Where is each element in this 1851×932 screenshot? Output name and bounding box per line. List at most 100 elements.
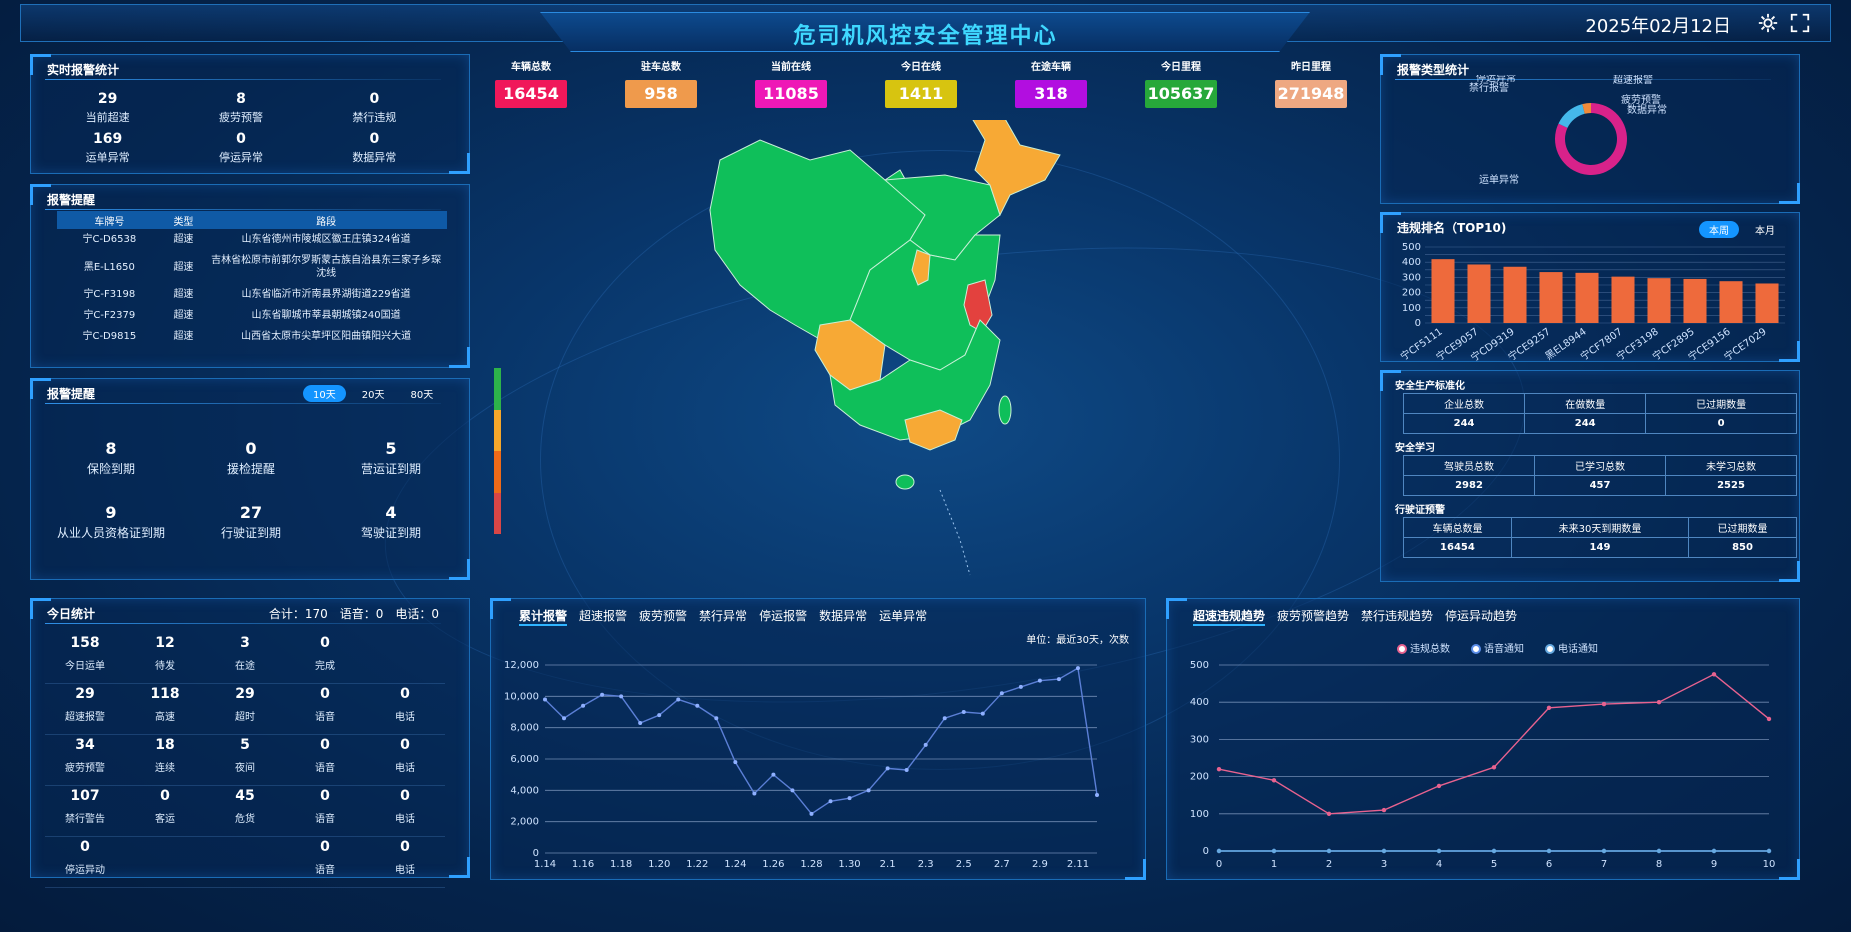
rank-bar[interactable] — [1467, 264, 1491, 323]
kpi-value[interactable]: 958 — [625, 80, 697, 108]
kpi-value[interactable]: 16454 — [495, 80, 567, 108]
trend-point[interactable] — [1326, 811, 1332, 816]
trend-point[interactable] — [1491, 848, 1497, 854]
cum-point[interactable] — [619, 694, 624, 699]
cum-point[interactable] — [543, 697, 547, 702]
rank-bar[interactable] — [1755, 283, 1779, 323]
chart-tab[interactable]: 停运异动趋势 — [1445, 609, 1518, 623]
chart-tab[interactable]: 停运报警 — [759, 609, 808, 623]
chart-tab[interactable]: 数据异常 — [819, 609, 868, 623]
map-region-hainan[interactable] — [895, 474, 915, 490]
cum-point[interactable] — [771, 772, 776, 777]
cum-point[interactable] — [923, 742, 928, 747]
cum-point[interactable] — [638, 720, 643, 725]
cum-point[interactable] — [790, 788, 795, 793]
chart-tab[interactable]: 禁行违规趋势 — [1361, 609, 1434, 623]
rank-bar[interactable] — [1539, 272, 1563, 323]
legend-marker[interactable] — [1471, 644, 1481, 654]
rank-bar[interactable] — [1719, 281, 1743, 323]
trend-point[interactable] — [1436, 848, 1442, 854]
donut-slice[interactable] — [1558, 104, 1585, 128]
trend-point[interactable] — [1656, 700, 1662, 705]
table-row[interactable]: 宁C-F2379 超速 山东省聊城市莘县朝城镇240国道 — [57, 305, 447, 326]
map-region-south[interactable] — [829, 319, 1001, 441]
table-row[interactable]: 宁C-D6538 超速 山东省德州市陵城区徽王庄镇324省道 — [57, 229, 447, 250]
cum-point[interactable] — [904, 767, 909, 772]
table-row[interactable]: 黑E-L1650 超速 吉林省松原市前郭尔罗斯蒙古族自治县东三家子乡琛沈线 — [57, 250, 447, 284]
donut-slice[interactable] — [1582, 103, 1591, 114]
table-row[interactable]: 宁C-F3198 超速 山东省临沂市沂南县界湖街道229省道 — [57, 284, 447, 305]
chart-tab[interactable]: 超速报警 — [579, 609, 628, 623]
trend-point[interactable] — [1271, 778, 1277, 783]
cum-point[interactable] — [961, 710, 966, 714]
trend-point[interactable] — [1601, 848, 1607, 854]
tab-20d[interactable]: 20天 — [361, 390, 385, 401]
cum-point[interactable] — [980, 711, 985, 716]
legend-marker[interactable] — [1545, 644, 1555, 654]
tab-80d[interactable]: 80天 — [410, 390, 434, 401]
cum-point[interactable] — [733, 760, 738, 765]
trend-point[interactable] — [1711, 848, 1717, 854]
trend-point[interactable] — [1381, 807, 1387, 813]
chart-tab[interactable]: 运单异常 — [879, 609, 928, 623]
cum-point[interactable] — [581, 703, 586, 708]
rank-bar[interactable] — [1503, 266, 1527, 323]
trend-point[interactable] — [1436, 783, 1442, 789]
tab-week[interactable]: 本周 — [1699, 221, 1739, 238]
cum-point[interactable] — [1056, 677, 1061, 682]
cum-point[interactable] — [676, 697, 681, 702]
trend-point[interactable] — [1766, 716, 1772, 722]
trend-point[interactable] — [1601, 701, 1607, 707]
trend-point[interactable] — [1766, 848, 1772, 854]
rank-bar[interactable] — [1611, 276, 1635, 323]
cum-point[interactable] — [657, 713, 662, 718]
cum-point[interactable] — [714, 716, 719, 721]
trend-point[interactable] — [1546, 848, 1552, 854]
chart-tab[interactable]: 超速违规趋势 — [1193, 607, 1266, 626]
trend-point[interactable] — [1216, 848, 1222, 854]
trend-point[interactable] — [1711, 672, 1717, 677]
chart-tab[interactable]: 禁行异常 — [699, 609, 748, 623]
trend-point[interactable] — [1381, 848, 1387, 854]
cum-point[interactable] — [942, 716, 947, 721]
trend-point[interactable] — [1546, 705, 1552, 710]
legend-marker[interactable] — [1397, 644, 1407, 654]
cum-point[interactable] — [847, 796, 852, 801]
map-region-shanxi[interactable] — [911, 249, 931, 286]
chart-tab[interactable]: 疲劳预警 — [639, 609, 688, 623]
cum-point[interactable] — [999, 691, 1004, 696]
trend-point[interactable] — [1216, 766, 1222, 772]
tab-month[interactable]: 本月 — [1755, 226, 1775, 237]
cum-point[interactable] — [885, 766, 890, 771]
chart-tab[interactable]: 疲劳预警趋势 — [1277, 609, 1350, 623]
tab-10d[interactable]: 10天 — [303, 385, 346, 402]
cum-point[interactable] — [809, 811, 814, 816]
fullscreen-icon[interactable] — [1789, 12, 1811, 34]
kpi-value[interactable]: 271948 — [1275, 80, 1347, 108]
cum-point[interactable] — [695, 703, 700, 708]
trend-point[interactable] — [1491, 765, 1497, 770]
cum-point[interactable] — [562, 716, 567, 721]
cum-point[interactable] — [1075, 666, 1080, 671]
map-region-guangdong[interactable] — [904, 409, 963, 451]
rank-bar[interactable] — [1647, 278, 1671, 323]
rank-bar[interactable] — [1683, 278, 1707, 323]
cum-point[interactable] — [1095, 793, 1099, 798]
map-region-taiwan[interactable] — [998, 395, 1012, 425]
table-row[interactable]: 宁C-D9815 超速 山西省太原市尖草坪区阳曲镇阳兴大道 — [57, 326, 447, 347]
cum-point[interactable] — [866, 788, 871, 793]
kpi-value[interactable]: 318 — [1015, 80, 1087, 108]
kpi-value[interactable]: 105637 — [1145, 80, 1217, 108]
trend-point[interactable] — [1656, 848, 1662, 854]
rank-bar[interactable] — [1575, 272, 1599, 323]
chart-tab[interactable]: 累计报警 — [519, 607, 568, 626]
cum-point[interactable] — [600, 692, 605, 697]
rank-bar[interactable] — [1431, 259, 1455, 323]
trend-point[interactable] — [1326, 848, 1332, 854]
map-region-northeast[interactable] — [970, 120, 1061, 217]
cum-point[interactable] — [1037, 678, 1042, 683]
cum-point[interactable] — [828, 799, 833, 804]
trend-point[interactable] — [1271, 848, 1277, 854]
cum-point[interactable] — [752, 791, 757, 796]
kpi-value[interactable]: 1411 — [885, 80, 957, 108]
